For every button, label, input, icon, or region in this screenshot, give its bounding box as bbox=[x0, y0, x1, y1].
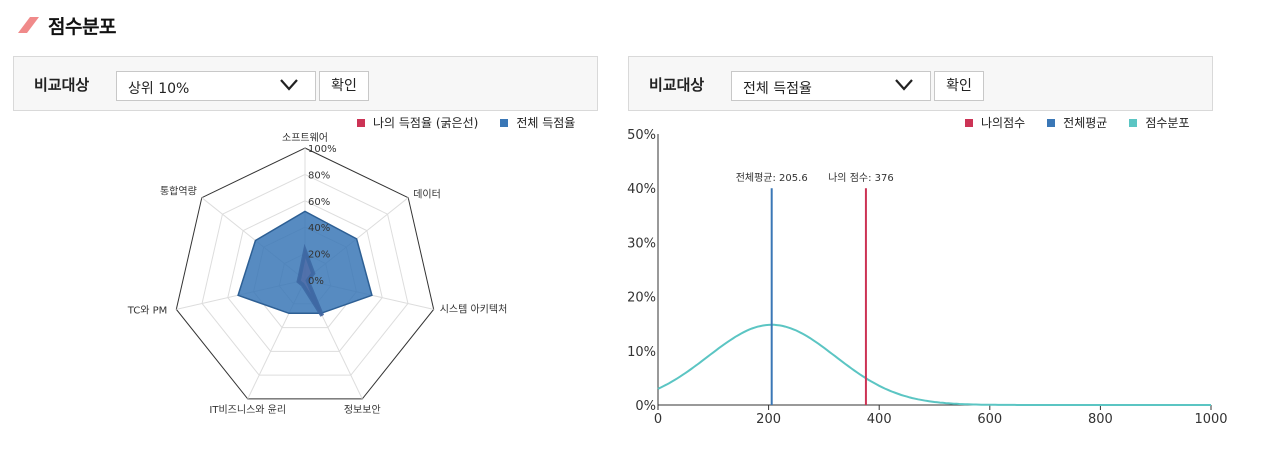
y-tick-label: 20% bbox=[627, 291, 656, 306]
right-select-value: 전체 득점율 bbox=[743, 81, 812, 97]
radar-axis-label: 소프트웨어 bbox=[282, 132, 328, 144]
legend-item-my-rate: 나의 득점율 (굵은선) bbox=[357, 114, 478, 131]
x-tick-label: 600 bbox=[977, 412, 1002, 427]
radar-axis-label: 데이터 bbox=[413, 189, 441, 201]
legend-item-mean: 전체평균 bbox=[1047, 114, 1107, 131]
radar-radial-tick-label: 20% bbox=[308, 250, 330, 261]
radar-radial-tick-label: 60% bbox=[308, 197, 330, 208]
legend-swatch-blue bbox=[1047, 118, 1056, 127]
right-compare-select[interactable]: 전체 득점율 bbox=[731, 71, 931, 101]
legend-label: 나의 득점율 (굵은선) bbox=[373, 116, 479, 130]
y-tick-label: 30% bbox=[627, 236, 656, 251]
radar-axis-label: 통합역량 bbox=[160, 186, 197, 198]
legend-swatch-red bbox=[357, 118, 365, 127]
radar-axis-label: IT비즈니스와 윤리 bbox=[209, 404, 286, 416]
left-select-value: 상위 10% bbox=[128, 81, 190, 97]
chevron-down-icon bbox=[280, 79, 298, 91]
x-tick-label: 0 bbox=[654, 412, 662, 427]
x-tick-label: 400 bbox=[867, 412, 892, 427]
legend-item-total-rate: 전체 득점율 bbox=[500, 114, 575, 131]
y-tick-label: 40% bbox=[627, 182, 656, 197]
radar-radial-tick-label: 100% bbox=[308, 144, 337, 155]
chevron-down-icon bbox=[895, 79, 913, 91]
x-tick-label: 800 bbox=[1088, 412, 1113, 427]
radar-radial-tick-label: 80% bbox=[308, 170, 330, 181]
radar-radial-tick-label: 40% bbox=[308, 223, 330, 234]
section-header: 점수분포 bbox=[16, 10, 116, 40]
radar-axis-label: 정보보안 bbox=[344, 404, 381, 416]
right-compare-label: 비교대상 bbox=[649, 76, 705, 94]
radar-series-total-rate bbox=[237, 210, 373, 315]
radar-grid-ring bbox=[175, 147, 435, 400]
y-tick-label: 10% bbox=[627, 345, 656, 360]
radar-axis-label: TC와 PM bbox=[127, 304, 168, 316]
mean-line-label: 전체평균: 205.6 bbox=[736, 172, 808, 184]
legend-item-distribution: 점수분포 bbox=[1129, 114, 1190, 131]
right-compare-bar: 비교대상 전체 득점율 확인 bbox=[628, 56, 1213, 111]
legend-swatch-teal bbox=[1129, 118, 1138, 127]
left-compare-label: 비교대상 bbox=[34, 76, 90, 94]
legend-swatch-red bbox=[965, 118, 973, 127]
left-compare-bar: 비교대상 상위 10% 확인 bbox=[13, 56, 598, 111]
radar-radial-tick-label: 0% bbox=[308, 276, 324, 287]
left-compare-select[interactable]: 상위 10% bbox=[116, 71, 316, 101]
radar-grid-ring bbox=[201, 173, 409, 376]
y-tick-label: 50% bbox=[627, 128, 656, 143]
legend-item-my-score: 나의점수 bbox=[965, 114, 1025, 131]
distribution-curve bbox=[657, 323, 1211, 406]
radar-series-my-rate-outline bbox=[296, 243, 325, 317]
distribution-legend: 나의점수 전체평균 점수분포 bbox=[943, 114, 1190, 131]
legend-label: 나의점수 bbox=[981, 116, 1026, 130]
legend-swatch-blue bbox=[500, 118, 509, 127]
legend-label: 전체평균 bbox=[1063, 116, 1108, 130]
right-confirm-button[interactable]: 확인 bbox=[934, 71, 984, 101]
legend-label: 전체 득점율 bbox=[516, 116, 576, 130]
radar-grid-ring bbox=[227, 200, 383, 352]
x-tick-label: 200 bbox=[756, 412, 781, 427]
title-slash-icon bbox=[18, 17, 39, 33]
section-title: 점수분포 bbox=[48, 15, 116, 38]
x-tick-label: 1000 bbox=[1194, 412, 1227, 427]
legend-label: 점수분포 bbox=[1145, 116, 1190, 130]
radar-legend: 나의 득점율 (굵은선) 전체 득점율 bbox=[335, 114, 575, 131]
my-score-label: 나의 점수: 376 bbox=[828, 172, 894, 184]
left-confirm-button[interactable]: 확인 bbox=[319, 71, 369, 101]
y-tick-label: 0% bbox=[635, 399, 656, 414]
radar-axis-label: 시스템 아키텍처 bbox=[440, 303, 508, 315]
